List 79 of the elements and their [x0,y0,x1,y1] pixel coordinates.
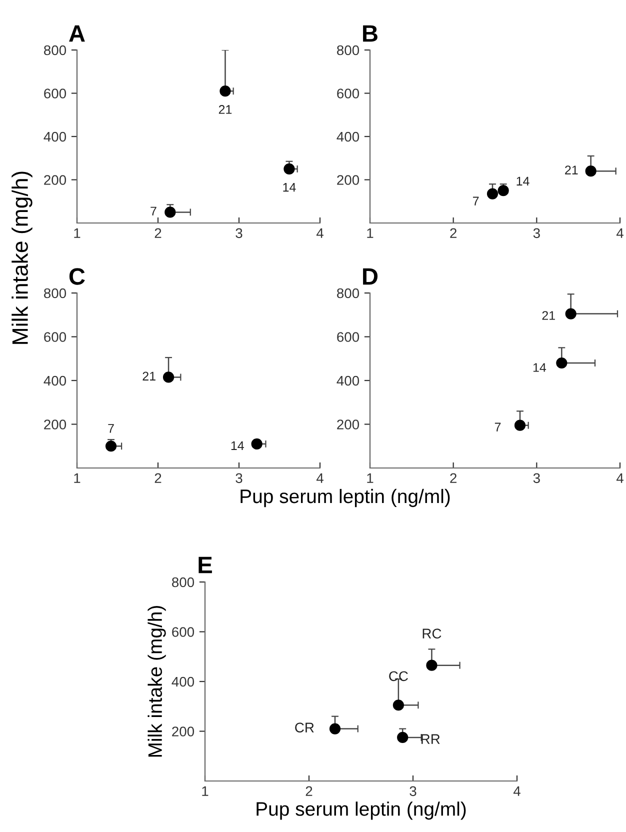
point [585,166,596,177]
chart-title: A [69,25,85,42]
x-tick-label: 2 [306,786,312,796]
x-axis-title: Pup serum leptin (ng/ml) [240,488,450,508]
annotation: CC [389,671,408,682]
x-tick-label: 3 [533,473,540,484]
y-tick-label: 800 [44,45,66,56]
y-tick-label: 800 [172,577,194,588]
point [556,357,568,369]
point [392,700,404,711]
x-tick-label: 1 [74,473,80,483]
x-tick-label: 3 [533,228,540,238]
annotation: 7 [494,422,501,432]
y-tick-label: 400 [44,132,66,142]
y-tick-label: 400 [44,376,66,386]
chart-title: B [363,25,378,42]
y-tick-label: 600 [337,88,360,98]
x-tick-label: 1 [202,786,208,796]
point [284,163,295,174]
chart-title: C [69,268,85,285]
y-tick-label: 400 [336,376,360,386]
x-tick-label: 1 [367,228,374,238]
point [162,372,174,383]
x-tick-label: 4 [513,786,520,796]
x-axis-title: Pup serum leptin (ng/ml) [256,802,466,820]
y-tick-label: 800 [337,288,360,298]
y-tick-label: 800 [337,45,360,56]
x-tick-label: 2 [450,473,456,483]
annotation: 21 [565,166,578,174]
y-tick-label: 200 [337,175,360,185]
annotation: 7 [108,424,114,433]
point [397,732,408,744]
annotation: 7 [150,206,156,216]
y-tick-label: 200 [172,726,194,736]
annotation: RR [421,734,440,744]
point [220,86,231,97]
annotation: CR [295,722,314,732]
x-tick-label: 4 [316,228,324,238]
y-tick-label: 800 [44,288,66,298]
annotation: 21 [218,105,232,114]
annotation: RC [422,628,442,639]
point [329,723,341,734]
x-tick-label: 2 [450,228,456,238]
annotation: 14 [231,441,244,450]
annotation: 21 [142,372,156,380]
annotation: 14 [283,183,296,192]
y-tick-label: 600 [44,88,66,98]
x-tick-label: 4 [616,228,624,238]
x-tick-label: 4 [616,473,624,483]
y-axis-title: Milk intake (mg/h) [12,172,32,344]
x-tick-label: 2 [154,228,162,238]
annotation: 14 [533,363,546,372]
x-tick-label: 2 [154,473,162,483]
chart-title: D [363,268,378,285]
point [514,420,526,431]
y-tick-label: 400 [172,676,194,687]
point [565,308,576,320]
annotation: 14 [516,176,530,186]
x-tick-label: 3 [236,473,242,484]
point [426,660,438,671]
y-tick-label: 600 [172,627,194,637]
x-tick-label: 3 [236,228,242,238]
x-tick-label: 1 [74,228,80,238]
point [486,188,498,200]
y-tick-label: 600 [337,332,360,342]
y-tick-label: 200 [337,420,360,430]
point [498,185,509,196]
x-tick-label: 1 [367,473,374,483]
y-tick-label: 400 [336,132,360,142]
point [251,438,262,450]
y-axis-title: Milk intake (mg/h) [148,606,166,757]
annotation: 7 [473,196,479,206]
y-tick-label: 200 [44,420,66,430]
x-tick-label: 3 [410,786,416,796]
x-tick-label: 4 [316,473,324,483]
y-tick-label: 600 [44,332,66,342]
y-tick-label: 200 [44,175,66,185]
chart-title: E [198,556,212,574]
annotation: 21 [542,311,555,320]
